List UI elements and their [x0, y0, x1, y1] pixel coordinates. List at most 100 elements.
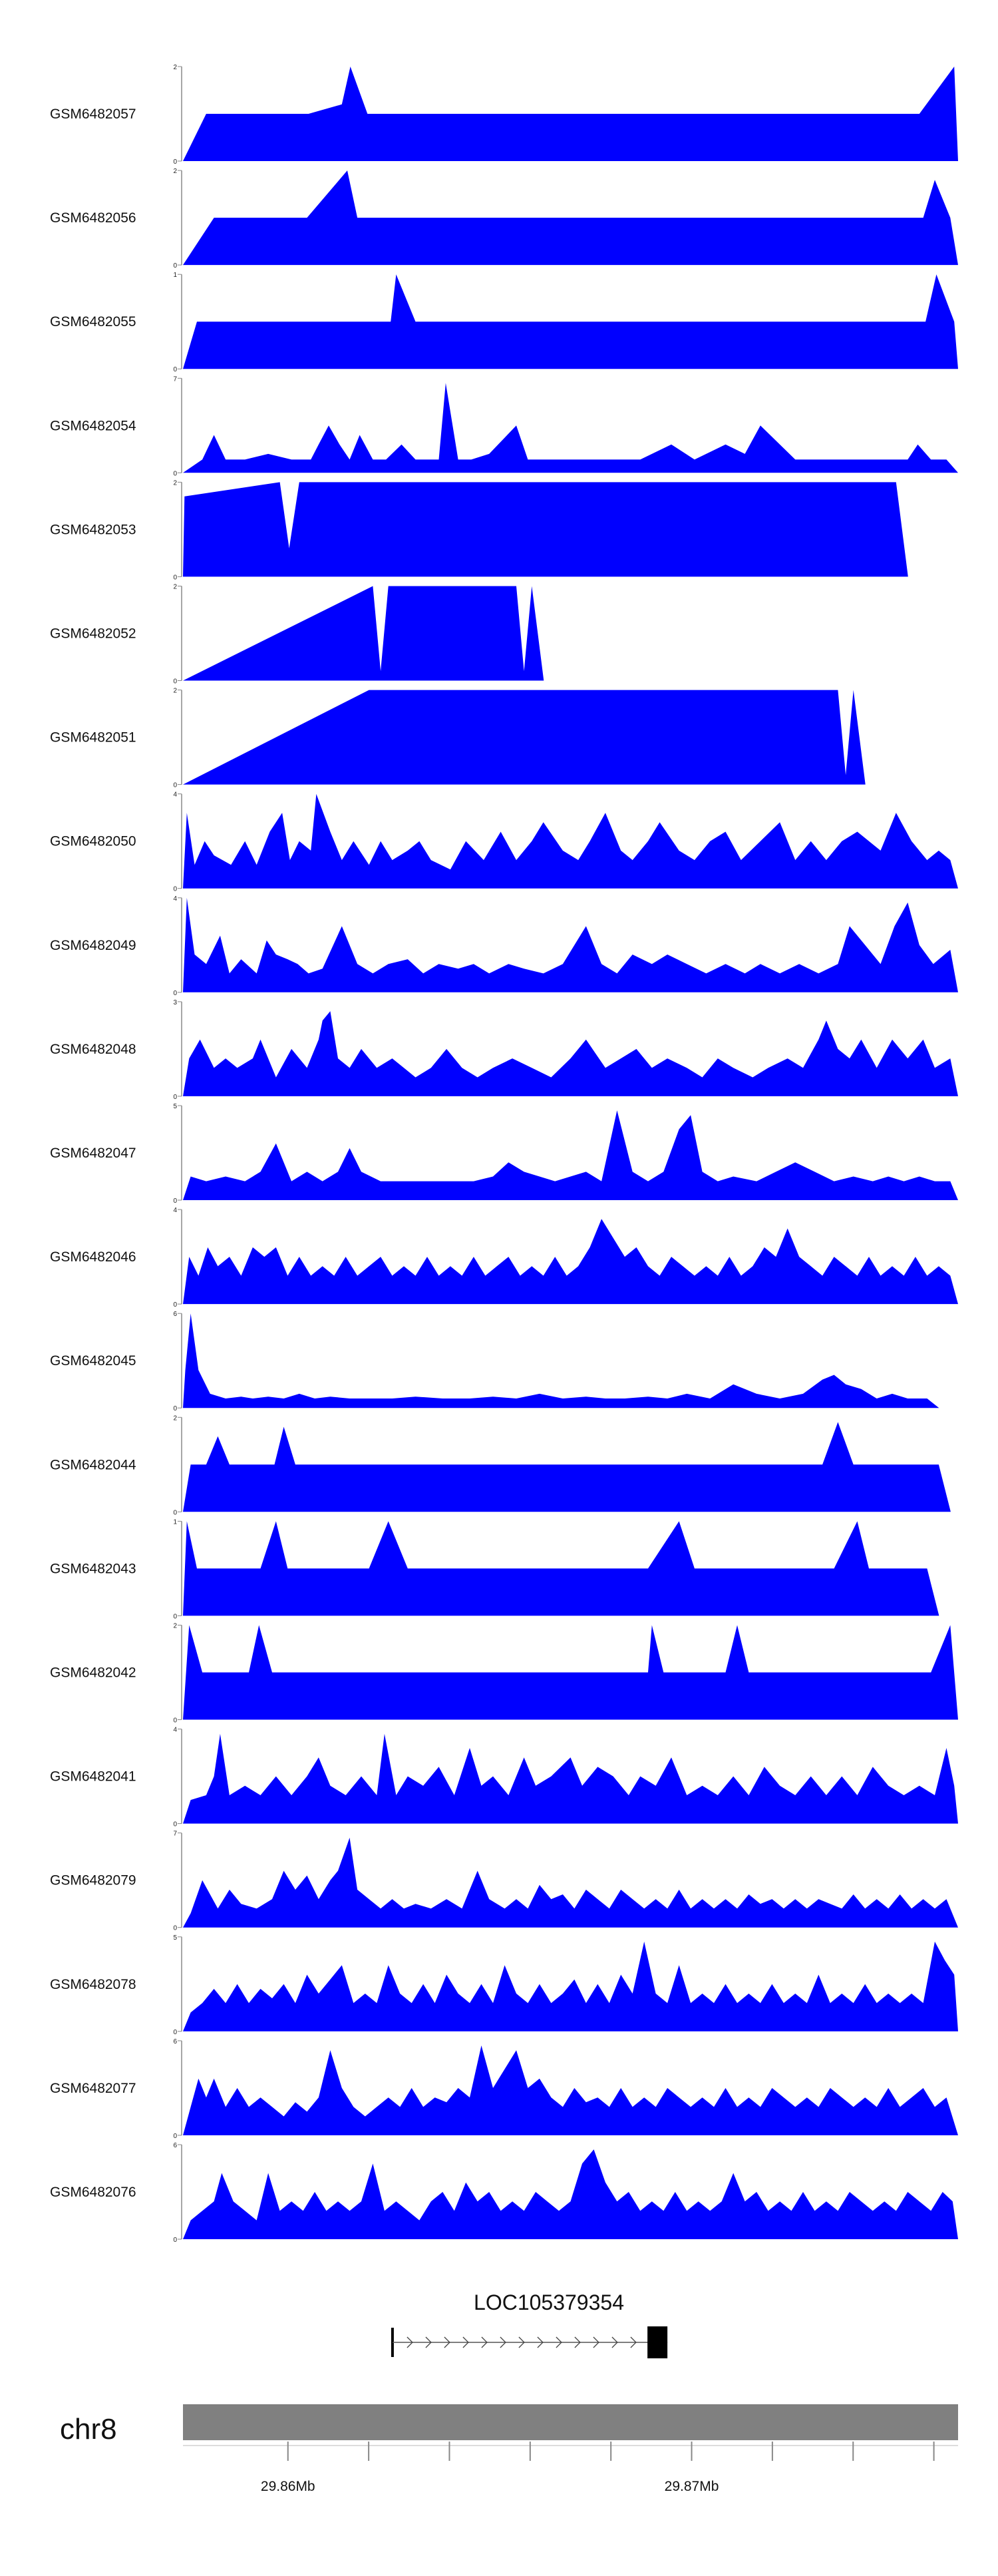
track-label: GSM6482053 [50, 522, 136, 537]
track-GSM6482050: GSM6482050 4 0 [50, 791, 958, 893]
chromosome-label: chr8 [60, 2413, 117, 2446]
y-tick-label-max: 2 [173, 1623, 177, 1630]
strand-arrow [593, 2336, 599, 2348]
track-label: GSM6482052 [50, 626, 136, 642]
y-tick-label-max: 1 [173, 1518, 177, 1526]
track-label: GSM6482043 [50, 1561, 136, 1576]
y-tick-label-min: 0 [173, 1509, 177, 1516]
y-tick-label-max: 2 [173, 1414, 177, 1422]
y-tick-label-min: 0 [173, 1405, 177, 1412]
coverage-area [183, 1941, 958, 2032]
strand-arrow [630, 2336, 637, 2348]
coverage-area [183, 67, 958, 161]
y-tick-label-min: 0 [173, 1094, 177, 1101]
strand-arrow [481, 2336, 488, 2348]
coverage-area [183, 170, 958, 266]
coverage-area [183, 1422, 951, 1512]
track-GSM6482051: GSM6482051 2 0 [50, 688, 866, 789]
coverage-area [183, 2149, 958, 2239]
track-label: GSM6482079 [50, 1873, 136, 1888]
track-GSM6482052: GSM6482052 2 0 [50, 584, 544, 686]
y-tick-label-max: 6 [173, 1311, 177, 1318]
track-label: GSM6482041 [50, 1769, 136, 1785]
track-label: GSM6482045 [50, 1353, 136, 1369]
y-tick-label-min: 0 [173, 470, 177, 477]
y-tick-label-max: 7 [173, 1830, 177, 1838]
y-tick-label-max: 2 [173, 168, 177, 175]
coverage-area [183, 690, 866, 785]
track-label: GSM6482056 [50, 210, 136, 226]
track-GSM6482045: GSM6482045 6 0 [50, 1311, 939, 1412]
strand-arrow [574, 2336, 581, 2348]
y-tick-label-min: 0 [173, 574, 177, 581]
y-tick-label-min: 0 [173, 782, 177, 789]
y-tick-label-min: 0 [173, 1613, 177, 1620]
y-tick-label-max: 4 [173, 791, 177, 799]
track-GSM6482047: GSM6482047 5 0 [50, 1103, 958, 1205]
strand-arrow [425, 2336, 432, 2348]
x-tick-label: 29.87Mb [665, 2479, 719, 2494]
track-GSM6482053: GSM6482053 2 0 [50, 479, 908, 581]
track-GSM6482057: GSM6482057 2 0 [50, 64, 958, 166]
track-GSM6482044: GSM6482044 2 0 [50, 1414, 951, 1516]
coverage-area [183, 1110, 958, 1200]
track-label: GSM6482044 [50, 1457, 136, 1472]
coverage-area [183, 383, 958, 473]
track-GSM6482056: GSM6482056 2 0 [50, 168, 958, 270]
y-tick-label-min: 0 [173, 366, 177, 373]
y-tick-label-min: 0 [173, 158, 177, 166]
track-label: GSM6482054 [50, 418, 136, 433]
coverage-area [183, 1625, 958, 1720]
y-tick-label-max: 5 [173, 1934, 177, 1942]
y-tick-label-max: 6 [173, 2142, 177, 2149]
y-tick-label-max: 3 [173, 999, 177, 1006]
coverage-area [183, 897, 958, 992]
y-tick-label-max: 6 [173, 2038, 177, 2045]
y-tick-label-min: 0 [173, 2237, 177, 2244]
y-tick-label-max: 4 [173, 1207, 177, 1214]
y-tick-label-max: 2 [173, 64, 177, 71]
track-GSM6482041: GSM6482041 4 0 [50, 1727, 958, 1828]
coverage-area [183, 2045, 958, 2135]
y-tick-label-min: 0 [173, 1197, 177, 1205]
chromosome-ideogram: chr8 29.86Mb 29.87Mb [60, 2404, 958, 2494]
track-label: GSM6482050 [50, 834, 136, 849]
y-tick-label-min: 0 [173, 1717, 177, 1725]
track-GSM6482043: GSM6482043 1 0 [50, 1518, 939, 1620]
coverage-area [183, 1313, 939, 1408]
y-tick-label-min: 0 [173, 1925, 177, 1932]
track-label: GSM6482076 [50, 2185, 136, 2200]
strand-arrow [444, 2336, 450, 2348]
y-tick-label-min: 0 [173, 1301, 177, 1309]
y-tick-label-min: 0 [173, 2133, 177, 2140]
track-GSM6482078: GSM6482078 5 0 [50, 1934, 958, 2036]
y-tick-label-max: 2 [173, 584, 177, 591]
track-GSM6482054: GSM6482054 7 0 [50, 375, 958, 477]
track-GSM6482077: GSM6482077 6 0 [50, 2038, 958, 2140]
strand-arrow [462, 2336, 469, 2348]
track-GSM6482049: GSM6482049 4 0 [50, 895, 958, 997]
track-GSM6482079: GSM6482079 7 0 [50, 1830, 958, 1932]
strand-arrow [611, 2336, 618, 2348]
track-GSM6482042: GSM6482042 2 0 [50, 1623, 958, 1725]
gene-track: LOC105379354 [391, 2290, 668, 2358]
y-tick-label-max: 1 [173, 272, 177, 279]
y-tick-label-max: 7 [173, 375, 177, 383]
coverage-area [183, 793, 958, 889]
y-tick-label-max: 4 [173, 895, 177, 903]
coverage-area [183, 482, 908, 577]
track-GSM6482076: GSM6482076 6 0 [50, 2142, 958, 2244]
y-tick-label-min: 0 [173, 990, 177, 997]
gene-exon-end [647, 2326, 668, 2358]
coverage-area [183, 1521, 939, 1616]
coverage-area [183, 274, 958, 369]
y-tick-label-min: 0 [173, 262, 177, 270]
y-tick-label-max: 2 [173, 688, 177, 695]
coverage-area [183, 1837, 958, 1928]
gene-label: LOC105379354 [474, 2290, 624, 2314]
coverage-area [183, 586, 544, 681]
strand-arrow [556, 2336, 562, 2348]
y-tick-label-max: 2 [173, 479, 177, 487]
track-label: GSM6482042 [50, 1665, 136, 1681]
